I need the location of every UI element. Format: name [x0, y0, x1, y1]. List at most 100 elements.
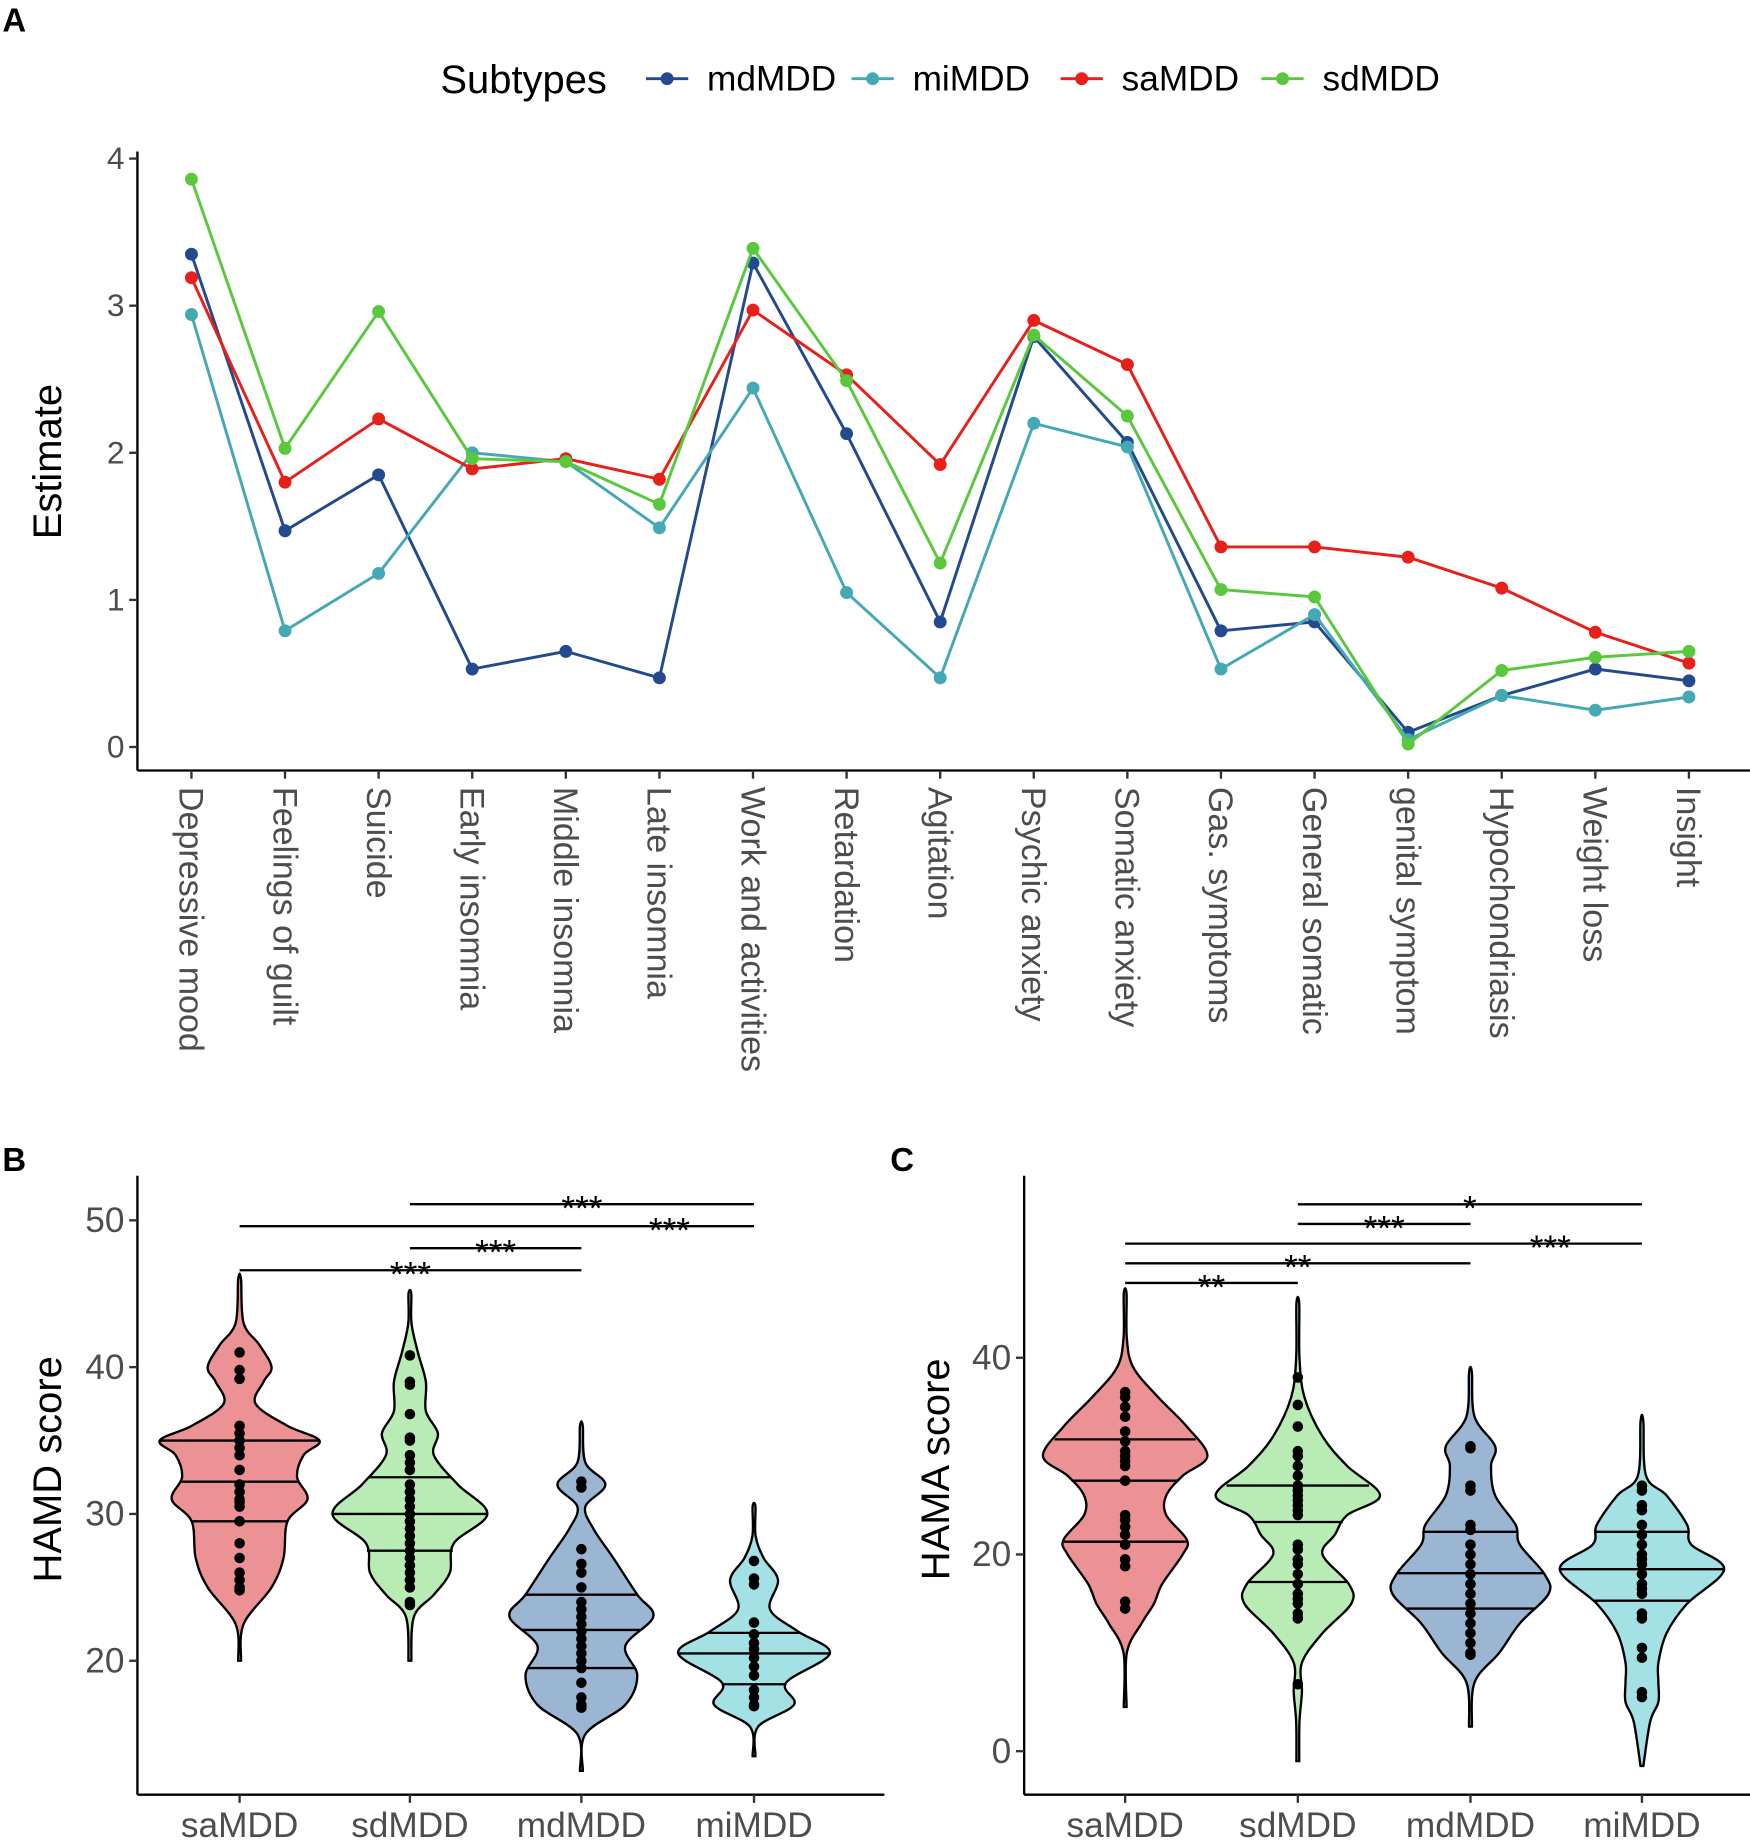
data-point-saMDD [372, 412, 386, 426]
x-tick-label: Hypochondriasis [1482, 787, 1520, 1039]
x-tick-label: Feelings of guilt [265, 787, 303, 1026]
panel-label-c: C [890, 1141, 914, 1178]
data-point-saMDD [1308, 540, 1322, 554]
x-tick-label: Depressive mood [172, 787, 210, 1052]
data-point [1636, 1568, 1648, 1580]
data-point-sdMDD [278, 441, 292, 455]
data-point [234, 1347, 245, 1358]
data-point-saMDD [1682, 656, 1696, 670]
legend-key-dot [1276, 72, 1290, 86]
violin-sdMDD [331, 1288, 489, 1662]
data-point [1119, 1529, 1131, 1541]
data-point [234, 1427, 245, 1439]
data-point [234, 1501, 245, 1512]
data-point [404, 1379, 416, 1391]
data-point-mdMDD [933, 615, 947, 629]
data-point [234, 1479, 245, 1490]
legend-key-dot [660, 72, 674, 86]
panel-a-line-chart: Estimate 0 1 2 3 4 Depressive mood Feelings of… [26, 140, 1750, 1072]
data-point [748, 1661, 760, 1672]
data-point [1119, 1436, 1131, 1447]
data-point [576, 1702, 587, 1714]
data-point [1465, 1649, 1476, 1661]
data-point-sdMDD [840, 374, 854, 388]
data-point [576, 1582, 587, 1593]
data-point-saMDD [1214, 540, 1228, 554]
data-point [404, 1582, 416, 1593]
data-point [404, 1574, 416, 1586]
x-tick-label: Work and activities [733, 787, 771, 1072]
violin-mdMDD [508, 1420, 655, 1773]
data-point [748, 1643, 760, 1655]
data-point-mdMDD [184, 247, 198, 261]
data-point [748, 1555, 760, 1567]
y-tick-label: 20 [972, 1535, 1011, 1574]
data-point [1636, 1529, 1648, 1541]
data-point-sdMDD [465, 452, 479, 466]
data-point-sdMDD [1682, 644, 1696, 658]
data-point [1119, 1603, 1131, 1614]
data-point [234, 1449, 245, 1461]
data-point [404, 1538, 416, 1549]
data-point-mdMDD [372, 468, 386, 482]
data-point [1465, 1485, 1476, 1496]
data-point [1636, 1613, 1648, 1624]
data-point [234, 1585, 245, 1596]
x-tick-label: mdMDD [1406, 1806, 1535, 1844]
legend-label: sdMDD [1322, 59, 1439, 98]
data-point [1636, 1691, 1648, 1703]
data-point [404, 1599, 416, 1611]
data-point [1292, 1559, 1304, 1570]
legend-label: mdMDD [707, 59, 836, 98]
data-point [1119, 1539, 1131, 1550]
legend-key-dot [866, 72, 880, 86]
data-point-miMDD [1495, 689, 1509, 702]
data-point [1292, 1568, 1304, 1580]
data-point [404, 1560, 416, 1571]
data-point [404, 1508, 416, 1520]
data-point [404, 1457, 416, 1468]
data-point-sdMDD [1120, 409, 1134, 423]
data-point-saMDD [933, 458, 947, 472]
x-tick-label: genital symptom [1388, 787, 1426, 1035]
data-point [234, 1420, 245, 1432]
x-tick-label: miMDD [1583, 1806, 1700, 1844]
data-point-mdMDD [1214, 624, 1228, 638]
data-point-miMDD [652, 521, 666, 535]
x-tick-label: General somatic [1295, 787, 1333, 1035]
data-point [1465, 1588, 1476, 1600]
significance-label: ** [1284, 1249, 1312, 1288]
data-point [576, 1662, 587, 1674]
data-point [1119, 1560, 1131, 1572]
data-point [576, 1543, 587, 1555]
data-point-miMDD [184, 308, 198, 321]
x-tick-label: Middle insomnia [546, 787, 584, 1033]
data-point [1292, 1470, 1304, 1482]
y-tick-label: 4 [107, 140, 125, 176]
data-point [1636, 1559, 1648, 1570]
data-point [576, 1604, 587, 1615]
data-point-mdMDD [840, 427, 854, 441]
x-tick-label: miMDD [695, 1806, 812, 1844]
data-point-miMDD [746, 381, 760, 395]
data-point-mdMDD [278, 524, 292, 538]
data-point-sdMDD [1214, 583, 1228, 597]
data-point-saMDD [1120, 358, 1134, 371]
x-tick-label: Late insomnia [640, 787, 678, 999]
significance-label: *** [561, 1190, 602, 1229]
y-tick-label: 1 [107, 581, 125, 617]
data-point-saMDD [1027, 313, 1041, 327]
x-tick-label: Suicide [359, 787, 397, 899]
data-point [1465, 1442, 1476, 1454]
data-point [1292, 1372, 1304, 1383]
data-point [404, 1552, 416, 1564]
x-tick-label: Psychic anxiety [1014, 787, 1052, 1022]
data-point [748, 1692, 760, 1703]
data-point [1636, 1642, 1648, 1654]
data-point [404, 1530, 416, 1542]
data-point [1636, 1485, 1648, 1496]
data-point [1292, 1509, 1304, 1521]
data-point [234, 1516, 245, 1527]
data-point [404, 1408, 416, 1420]
y-tick-label: 2 [107, 434, 125, 470]
